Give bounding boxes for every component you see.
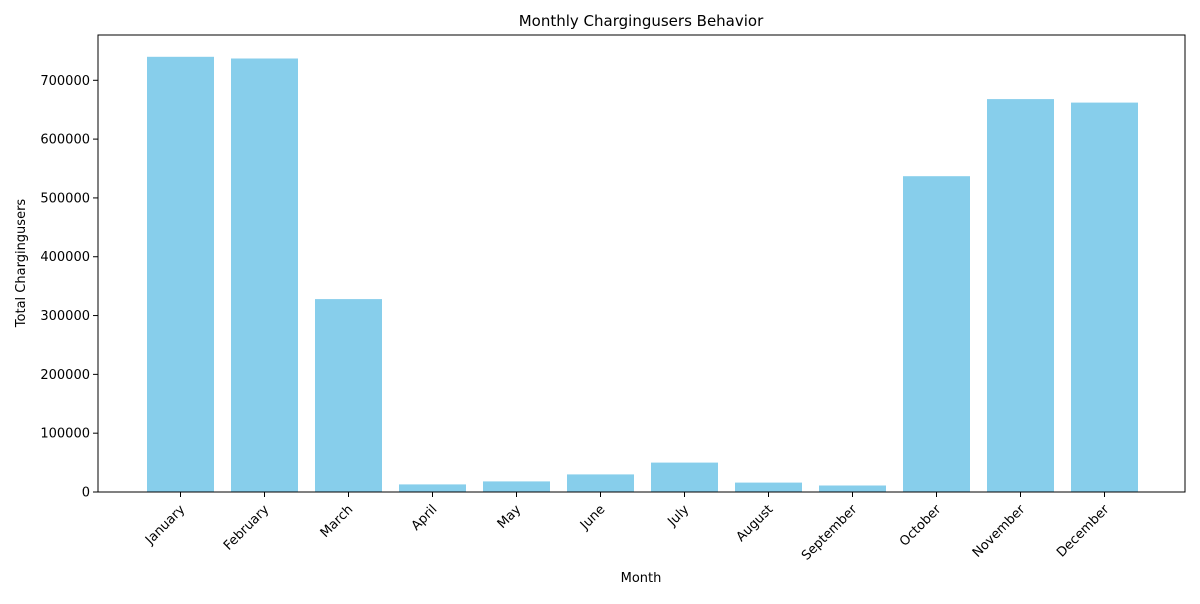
y-tick-label: 400000 [40,250,90,265]
y-tick-label: 500000 [40,191,90,206]
x-tick-label: September [799,502,861,564]
y-tick-label: 200000 [40,368,90,383]
x-tick-label: March [318,502,357,541]
x-axis: January February March April May June July Augu… [142,492,1113,564]
y-tick-label: 600000 [40,133,90,148]
plot-frame [97,34,1186,493]
x-tick-label: November [970,502,1029,561]
x-tick-label: January [142,502,188,548]
y-tick-label: 100000 [40,427,90,442]
x-tick-label: July [664,502,692,530]
bar-december [1071,102,1138,492]
y-axis: 0 100000 200000 300000 400000 500000 600000 700… [40,74,98,501]
bar-april [399,484,466,492]
x-tick-label: December [1054,502,1113,561]
y-tick-label: 700000 [40,74,90,89]
y-tick-label: 0 [82,486,90,501]
y-axis-label: Total Chargingusers [14,199,29,329]
bars-layer [147,56,1138,493]
bar-june [567,474,634,492]
bar-november [987,99,1054,492]
x-tick-label: February [221,502,273,554]
y-tick-label: 300000 [40,309,90,324]
bar-july [651,462,718,492]
x-tick-label: October [897,502,945,550]
bar-february [231,58,298,492]
chart-title: Monthly Chargingusers Behavior [519,12,764,30]
bar-march [315,299,382,492]
bar-january [147,56,214,493]
bar-may [483,481,550,492]
bar-september [819,485,886,492]
x-tick-label: May [495,502,525,532]
x-tick-label: June [577,502,608,533]
bar-october [903,176,970,492]
bar-august [735,482,802,492]
x-tick-label: August [734,502,777,545]
x-axis-label: Month [621,571,662,586]
x-tick-label: April [409,502,441,534]
